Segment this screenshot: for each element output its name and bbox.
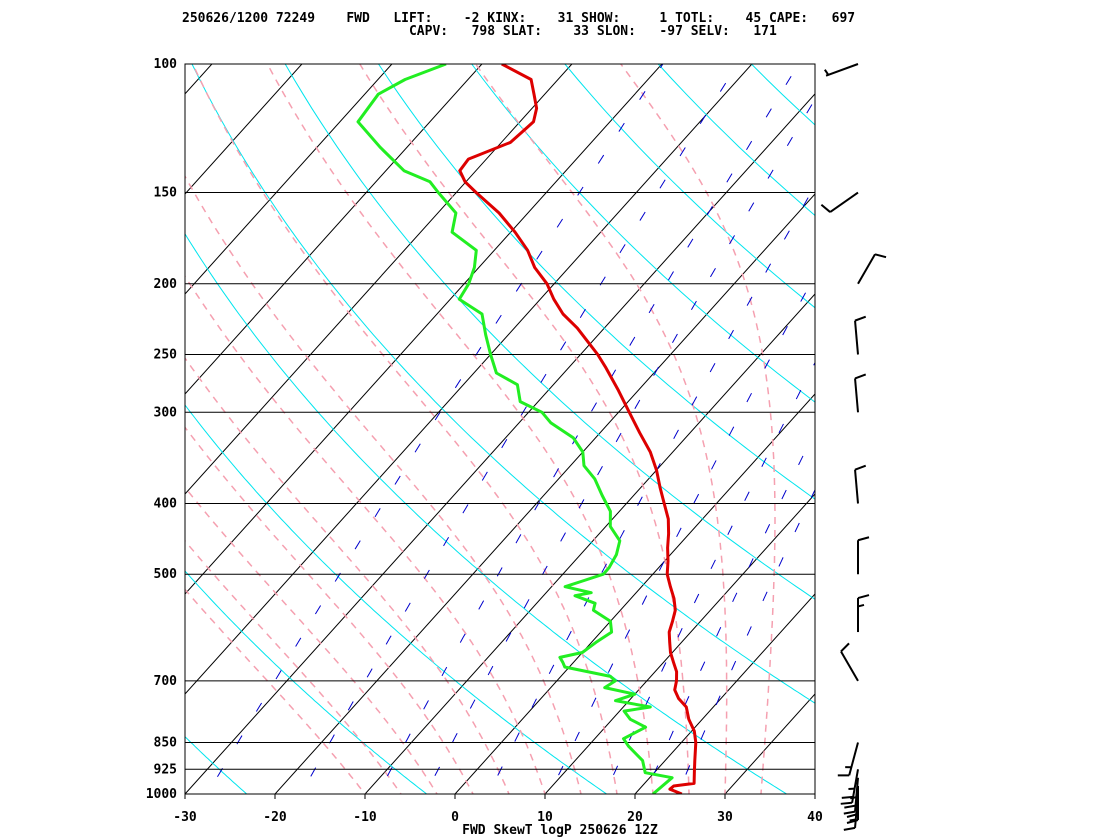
- wind-barb: [857, 594, 870, 633]
- mixing-ratio-line: [604, 361, 815, 794]
- mixing-ratio-line: [300, 64, 739, 794]
- moist-adiabat-line: [185, 174, 582, 794]
- dry-adiabat-line: [657, 64, 815, 217]
- isotherm-line: [0, 48, 137, 810]
- isotherm-line: [185, 93, 815, 794]
- wind-barb: [857, 536, 870, 575]
- wind-barb: [846, 785, 859, 824]
- mixing-ratio-line: [676, 488, 815, 794]
- dry-adiabat-line: [377, 64, 815, 500]
- temperature-tick-label: 40: [807, 810, 823, 825]
- wind-barb: [854, 315, 867, 355]
- wind-barb: [854, 464, 867, 504]
- isotherm-line: [185, 64, 663, 595]
- dry-adiabat-line: [827, 48, 1120, 810]
- temperature-tick-label: -20: [263, 810, 287, 825]
- moist-adiabat-line: [185, 356, 510, 794]
- moist-adiabat-line: [185, 588, 366, 794]
- dry-adiabat-line: [185, 404, 608, 794]
- isotherm-line: [185, 64, 573, 495]
- header-stats-line-2: CAPV: 798 SLAT: 33 SLON: -97 SELV: 171: [182, 24, 777, 39]
- wind-barb: [837, 742, 859, 777]
- pressure-tick-label: 500: [154, 567, 178, 582]
- moist-adiabat-line: [185, 539, 402, 794]
- temperature-tick-label: 20: [627, 810, 643, 825]
- wind-barb: [820, 191, 859, 213]
- dry-adiabat-line: [919, 48, 1120, 810]
- dry-adiabat-line: [185, 570, 428, 794]
- wind-barb: [857, 253, 887, 285]
- moist-adiabat-line: [266, 64, 654, 794]
- moist-adiabat-line: [619, 64, 776, 794]
- chart-title: FWD SkewT logP 250626 12Z: [462, 823, 658, 838]
- pressure-tick-label: 1000: [146, 787, 177, 802]
- mixing-ratio-line: [487, 184, 815, 794]
- moist-adiabat-line: [185, 486, 438, 794]
- moist-adiabat-line: [358, 64, 690, 794]
- pressure-tick-label: 700: [154, 674, 178, 689]
- temperature-tick-label: 10: [537, 810, 553, 825]
- dry-adiabat-line: [185, 735, 248, 794]
- isotherm-line: [185, 64, 483, 395]
- pressure-tick-label: 200: [154, 277, 178, 292]
- pressure-gridlines: [185, 63, 815, 795]
- pressure-tick-label: 925: [154, 762, 177, 777]
- isotherm-line: [454, 393, 815, 794]
- isotherm-line: [185, 64, 213, 95]
- temperature-tick-label: 0: [451, 810, 459, 825]
- temperature-tick-label: -10: [353, 810, 377, 825]
- isotherm-line: [274, 193, 815, 794]
- sounding-traces: [356, 64, 698, 794]
- dry-adiabat-line: [185, 233, 788, 794]
- isotherm-line: [364, 293, 815, 794]
- moist-adiabat-line: [185, 274, 546, 794]
- isotherm-line: [544, 493, 815, 794]
- wind-barb: [840, 642, 859, 682]
- isotherm-line: [185, 64, 753, 695]
- dry-adiabat-line: [471, 64, 815, 403]
- isotherm-line: [185, 64, 303, 195]
- wind-barb: [824, 63, 859, 77]
- pressure-tick-label: 250: [154, 347, 178, 362]
- temperature-tick-label: -30: [173, 810, 197, 825]
- mixing-ratio-line: [549, 274, 815, 794]
- dry-adiabat-line: [191, 64, 815, 704]
- mixing-ratio-line: [206, 64, 664, 794]
- mixing-ratio-line: [377, 64, 800, 794]
- pressure-tick-label: 300: [154, 405, 178, 420]
- temperature-tick-label: 30: [717, 810, 733, 825]
- isotherm-line: [814, 793, 815, 794]
- pressure-tick-label: 400: [154, 497, 178, 512]
- moist-adiabat-line: [474, 64, 728, 794]
- plot-frame: [184, 63, 816, 795]
- isotherm-line: [634, 593, 815, 794]
- wind-barb: [840, 769, 859, 805]
- dewpoint-trace: [356, 64, 674, 794]
- background-lines: [0, 48, 1120, 810]
- isotherm-line: [185, 64, 393, 295]
- pressure-tick-label: 100: [154, 57, 178, 72]
- moist-adiabat-line: [185, 426, 474, 794]
- header-stats-line-1: 250626/1200 72249 FWD LIFT: -2 KINX: 31 …: [182, 11, 855, 26]
- pressure-tick-label: 150: [154, 186, 178, 201]
- mixing-ratio-line: [644, 430, 815, 794]
- pressure-tick-label: 850: [154, 735, 178, 750]
- wind-barb: [854, 373, 867, 413]
- wind-barbs: [820, 63, 887, 831]
- temperature-trace: [458, 64, 698, 794]
- dry-adiabat-line: [750, 64, 815, 126]
- dry-adiabat-line: [284, 64, 815, 600]
- moist-adiabat-line: [191, 64, 618, 794]
- dry-adiabat-line: [0, 48, 82, 810]
